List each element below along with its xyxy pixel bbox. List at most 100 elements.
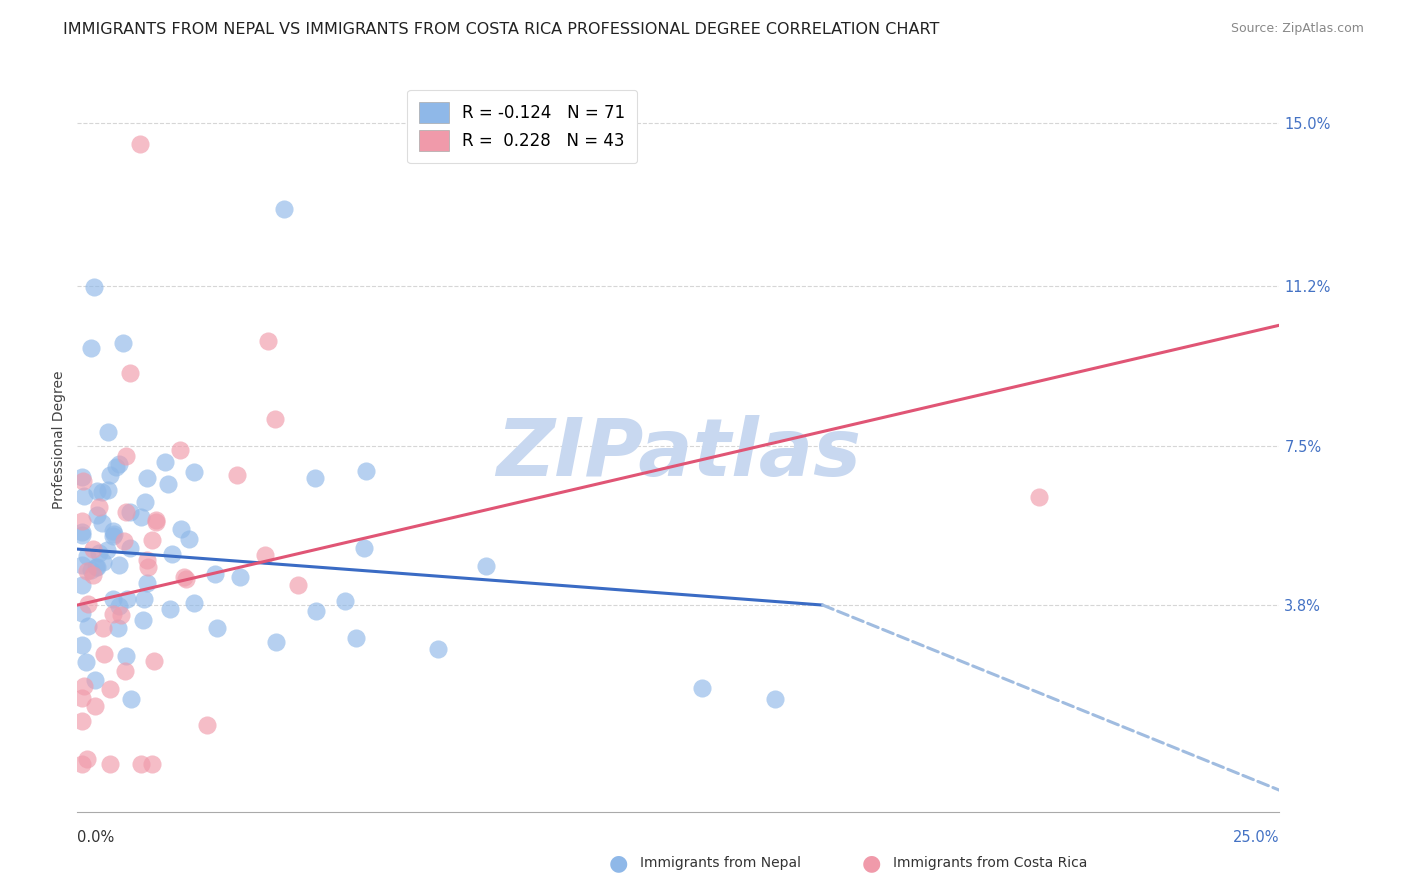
Point [83,673,105,688]
Point [70,514,93,528]
Point [155,455,177,469]
Point [83,280,105,294]
Point [107,457,129,471]
Point [101,524,124,538]
Point [145,515,167,529]
Point [70,757,93,772]
Point [101,529,124,543]
Point [76,549,98,563]
Point [76,565,98,579]
Point [142,654,165,668]
Point [70,469,93,483]
Point [114,665,136,679]
Point [70,528,93,542]
Point [115,648,138,663]
Point [96,543,118,558]
Point [353,541,375,555]
Point [131,757,153,772]
Point [103,526,125,541]
Text: 25.0%: 25.0% [1233,830,1279,846]
Point [73,489,96,503]
Point [70,558,93,572]
Point [80,341,103,355]
Point [229,570,252,584]
Point [136,471,159,485]
Point [253,548,276,562]
Text: Immigrants from Costa Rica: Immigrants from Costa Rica [893,856,1087,871]
Point [264,412,287,426]
Point [91,621,114,635]
Point [108,558,131,572]
Point [114,449,136,463]
Point [70,638,93,652]
Point [170,522,193,536]
Point [763,692,786,706]
Point [91,484,114,499]
Text: IMMIGRANTS FROM NEPAL VS IMMIGRANTS FROM COSTA RICA PROFESSIONAL DEGREE CORRELAT: IMMIGRANTS FROM NEPAL VS IMMIGRANTS FROM… [63,22,939,37]
Point [273,202,295,216]
Point [103,592,125,607]
Point [174,572,197,586]
Point [120,366,142,380]
Y-axis label: Professional Degree: Professional Degree [52,370,66,508]
Point [162,547,184,561]
Point [136,559,159,574]
Point [1028,491,1050,505]
Point [98,757,121,772]
Point [70,714,93,728]
Point [179,532,201,546]
Point [72,578,94,592]
Point [70,524,93,539]
Point [86,560,108,574]
Point [207,621,229,635]
Point [93,647,115,661]
Point [84,699,107,714]
Point [110,608,132,623]
Point [344,632,367,646]
Point [98,467,121,482]
Point [91,516,114,530]
Point [98,681,121,696]
Point [427,642,450,657]
Point [76,752,98,766]
Point [257,334,280,348]
Point [132,613,155,627]
Point [136,576,159,591]
Point [86,508,108,522]
Point [107,620,129,634]
Point [354,464,377,478]
Point [80,563,103,577]
Text: ●: ● [609,854,628,873]
Point [287,577,309,591]
Point [115,591,138,606]
Point [264,635,287,649]
Text: ZIPatlas: ZIPatlas [496,415,860,493]
Point [120,691,142,706]
Point [111,336,134,351]
Point [73,679,96,693]
Point [183,595,205,609]
Point [86,559,108,574]
Point [333,594,356,608]
Point [70,606,93,620]
Text: Source: ZipAtlas.com: Source: ZipAtlas.com [1230,22,1364,36]
Point [183,465,205,479]
Point [304,471,326,485]
Point [195,718,218,732]
Point [76,597,98,611]
Point [173,570,195,584]
Point [89,500,111,514]
Point [226,468,249,483]
Point [101,607,124,622]
Point [136,553,159,567]
Point [105,460,128,475]
Point [132,592,155,607]
Point [145,513,167,527]
Point [128,137,150,152]
Point [97,425,120,440]
Point [141,533,163,547]
Point [108,599,131,613]
Point [118,505,141,519]
Point [120,541,142,555]
Point [91,555,114,569]
